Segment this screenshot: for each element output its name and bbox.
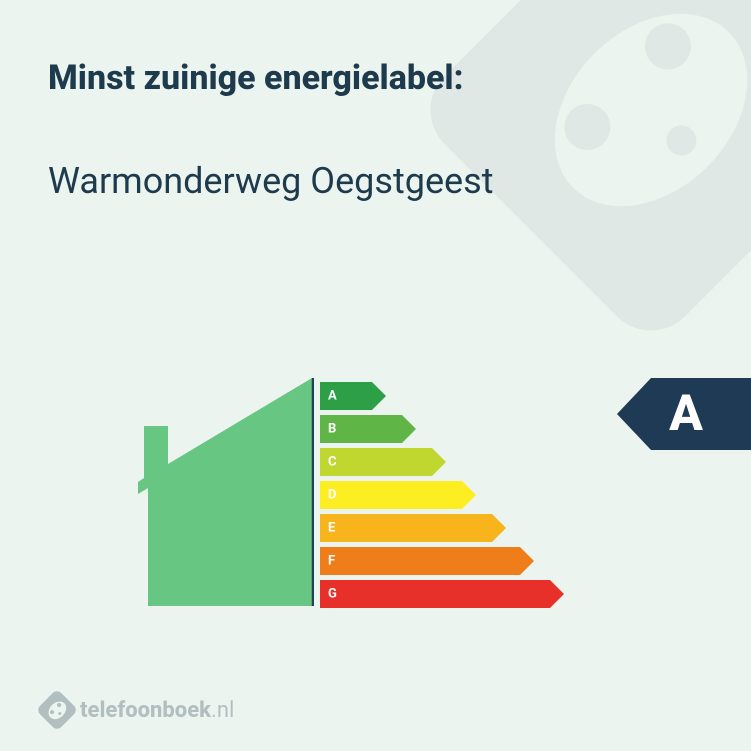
footer-tld: .nl (211, 698, 234, 723)
energy-bar-c: C (320, 448, 550, 476)
page-title: Minst zuinige energielabel: (48, 58, 464, 98)
house-icon (138, 378, 314, 606)
energy-bar-g: G (320, 580, 550, 608)
address-text: Warmonderweg Oegstgeest (48, 160, 493, 202)
footer-text: telefoonboek.nl (80, 698, 234, 723)
energy-bar-label: D (328, 488, 336, 503)
energy-bar-d: D (320, 481, 550, 509)
rating-callout: A (617, 378, 751, 450)
energy-bar-e: E (320, 514, 550, 542)
energy-bar-label: E (328, 521, 335, 536)
energy-bar-b: B (320, 415, 550, 443)
energy-bar-label: C (328, 455, 337, 470)
footer-brand: telefoonboek (80, 698, 211, 723)
energy-bar-a: A (320, 382, 550, 410)
footer-logo: telefoonboek.nl (42, 695, 234, 725)
energy-bar-f: F (320, 547, 550, 575)
rating-letter: A (669, 385, 703, 443)
energy-bar-label: A (328, 389, 337, 404)
energy-bar-label: F (328, 554, 335, 569)
energy-label-chart: A B C D E F G (138, 378, 618, 616)
phonebook-icon (36, 689, 78, 731)
energy-bar-label: B (328, 422, 336, 437)
energy-bar-label: G (328, 587, 337, 602)
callout-arrow-icon (617, 378, 651, 450)
